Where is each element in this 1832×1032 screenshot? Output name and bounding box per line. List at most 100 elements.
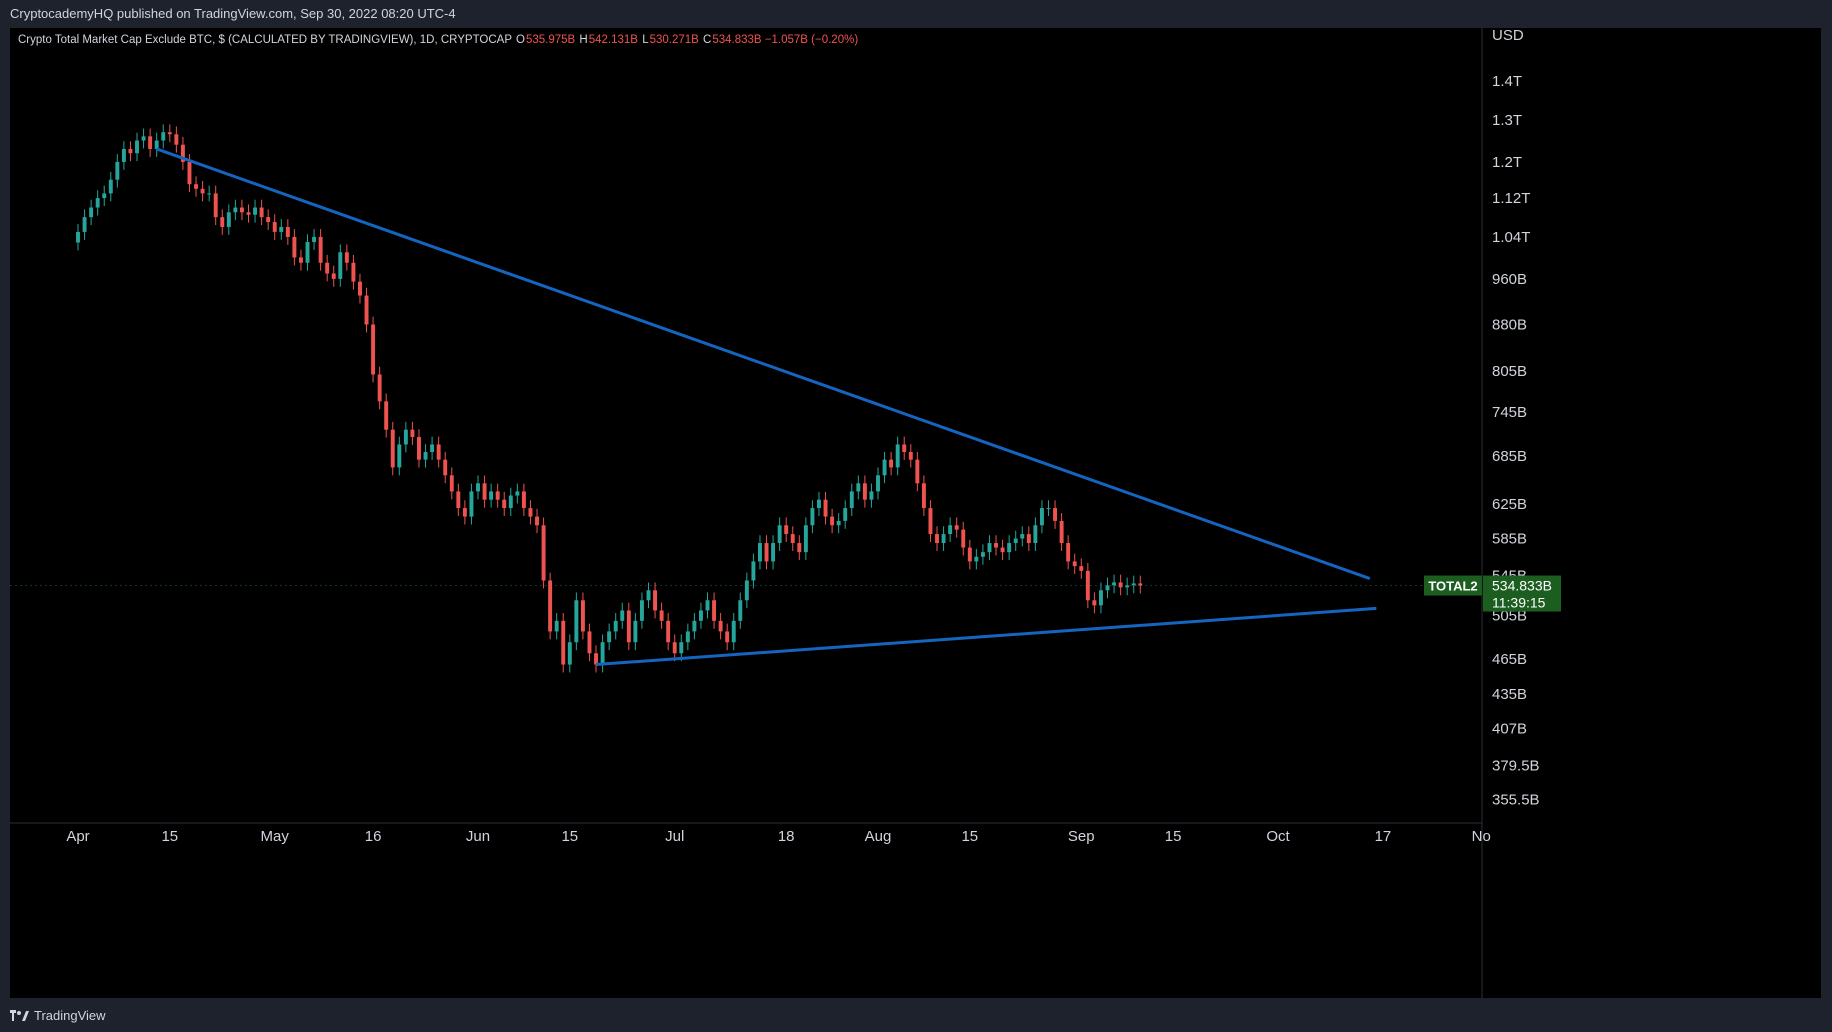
legend-high-value: 542.131B [588,34,638,46]
candle-body [882,459,887,476]
candle-body [358,281,362,296]
candle-body [1007,543,1012,553]
candle-body [135,140,139,154]
candle-body [403,429,408,445]
candle-body [76,231,80,243]
candle-body [364,295,369,325]
candle-body [613,620,618,632]
candle-body [771,543,776,562]
candle-body [889,459,894,468]
legend-high-label: H [579,34,588,46]
candle-body [600,642,605,665]
candle-body [1131,583,1136,586]
candle-body [89,207,94,218]
price-axis-currency: USD [1492,28,1524,44]
candle-body [115,161,120,180]
tradingview-logo-icon [10,1009,29,1021]
candle-body [279,226,284,232]
chart-frame[interactable]: USD 1.4T 1.3T 1.2T 1.12T 1.04T 960B 880B 805B 745… [10,28,1821,998]
candle-body [692,620,697,632]
candle-body [423,451,428,460]
candle-body [108,179,113,194]
candle-body [961,529,966,548]
candle-body [731,620,736,643]
candle-body [338,252,343,279]
candle-body [344,252,349,263]
candle-body [679,642,684,654]
chart-svg[interactable]: USD 1.4T 1.3T 1.2T 1.12T 1.04T 960B 880B 805B 745… [10,28,1821,998]
price-tag-countdown: 11:39:15 [1492,595,1546,611]
price-tick-label: 1.12T [1492,190,1530,207]
candle-body [305,241,310,263]
candle-body [764,543,769,562]
candle-body [895,444,900,468]
plot-area [10,28,1821,998]
candle-body [325,262,330,274]
candle-body [298,257,303,263]
tradingview-logo[interactable]: TradingView [10,1008,106,1023]
candle-body [239,207,244,213]
candle-body [810,508,815,526]
time-tick-label: Sep [1068,828,1095,845]
candle-body [666,620,671,643]
candle-body [180,144,185,162]
candle-body [797,543,802,553]
candle-body [915,459,920,484]
time-tick-label: 18 [778,828,795,845]
candle-body [777,525,782,544]
candle-body [95,198,100,208]
trendlines [156,147,1377,667]
legend-low-label: L [642,34,649,46]
candle-body [489,491,494,500]
candle-body [515,491,520,496]
candle-body [987,543,992,553]
candle-body [653,590,658,611]
symbol-tag-text: TOTAL2 [1428,579,1477,594]
price-tick-label: 1.3T [1492,112,1522,129]
candle-body [285,226,290,237]
candle-body [371,324,376,375]
candle-body [417,437,421,460]
candle-body [148,136,153,149]
candle-body [200,188,205,194]
candle-body [1039,508,1044,526]
time-tick-label: May [261,828,290,845]
candle-body [528,508,533,517]
candle-body [935,534,939,544]
candle-body [659,610,664,621]
candle-body [869,491,874,500]
time-tick-label: 15 [1165,828,1182,845]
candle-body [462,508,467,517]
candle-body [908,451,913,460]
time-tick-label: 17 [1375,828,1392,845]
candle-body [902,444,907,452]
candle-body [502,499,507,509]
candle-body [482,483,487,500]
price-tick-label: 880B [1492,316,1527,333]
price-tick-label: 435B [1492,686,1527,703]
candle-body [187,161,192,185]
candle-body [712,600,717,621]
candle-body [535,516,539,526]
time-axis[interactable]: Apr 15 May 16 Jun 15 Jul 18 Aug 15 Sep 15 Oct 17 No [66,828,1491,845]
price-tag-value: 534.833B [1492,578,1552,594]
candle-body [980,552,985,557]
candle-body [561,620,566,665]
price-axis[interactable]: USD 1.4T 1.3T 1.2T 1.12T 1.04T 960B 880B 805B 745… [1492,28,1540,809]
time-tick-label: Oct [1266,828,1290,845]
candle-body [233,207,238,213]
candle-body [390,429,395,468]
candle-body [823,499,828,517]
price-tick-label: 745B [1492,404,1527,421]
candle-body [161,132,166,141]
candle-body [639,600,644,621]
legend-close-label: C [703,34,712,46]
candle-body [941,534,946,544]
candle-body [174,134,179,145]
candle-body [948,525,953,535]
candle-body [803,525,808,553]
candle-body [1092,600,1097,606]
candle-body [1098,590,1103,606]
publisher-text: CryptocademyHQ published on TradingView.… [10,6,456,21]
